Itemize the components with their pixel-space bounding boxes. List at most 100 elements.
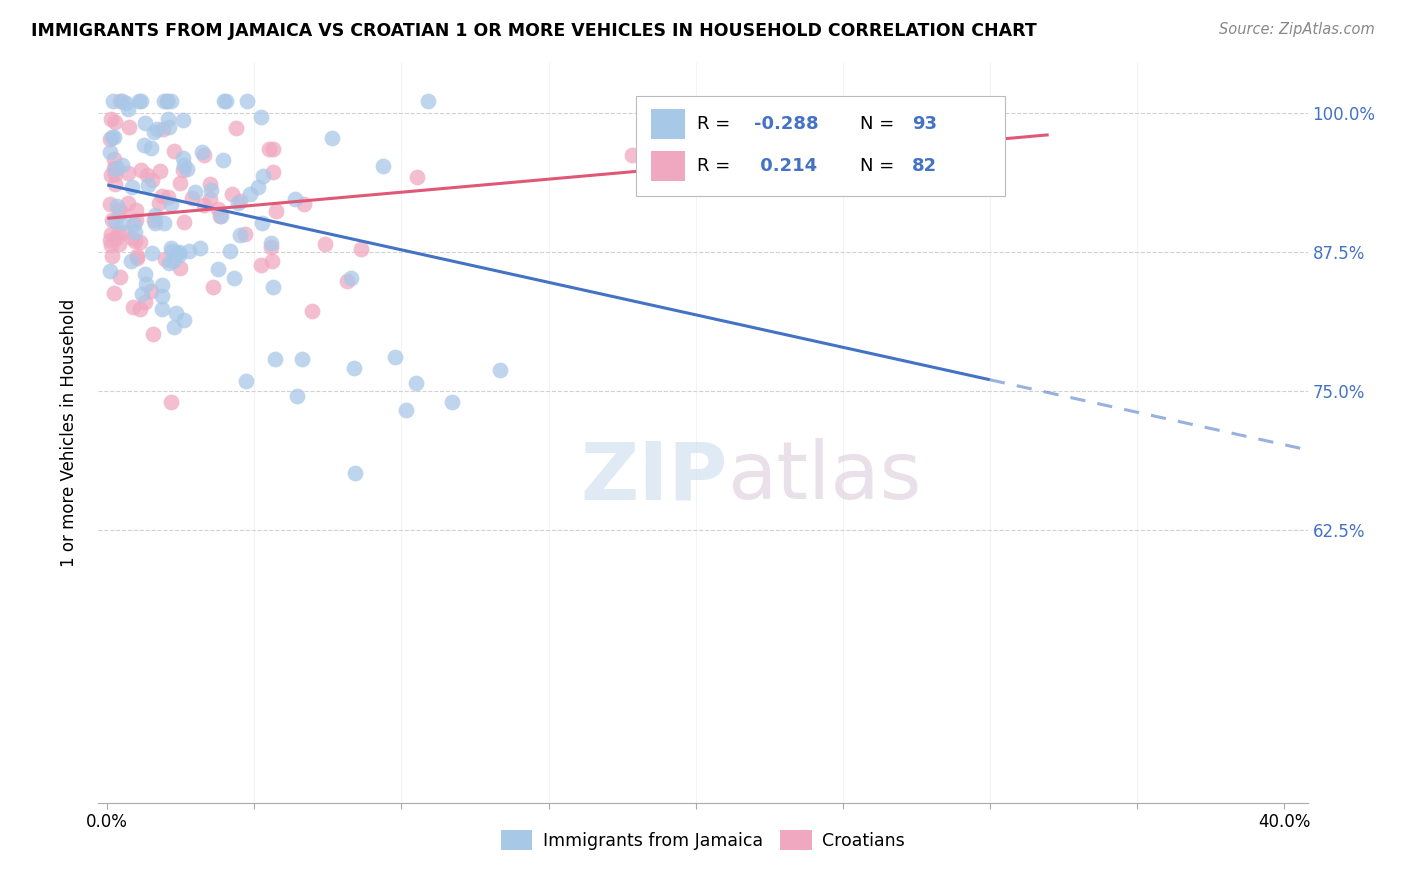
Point	[150, 189, 173, 203]
Point	[179, 244, 201, 258]
Point	[172, 112, 194, 127]
Point	[108, 236, 131, 251]
Point	[100, 129, 122, 144]
Point	[150, 289, 173, 303]
Point	[441, 395, 464, 409]
Point	[124, 225, 146, 239]
Point	[160, 197, 183, 211]
Text: 82: 82	[912, 157, 938, 175]
Point	[188, 241, 211, 255]
Point	[128, 95, 150, 109]
FancyBboxPatch shape	[651, 152, 685, 181]
Point	[131, 287, 153, 301]
Point	[219, 244, 242, 258]
Point	[233, 227, 256, 241]
Point	[152, 277, 174, 292]
Point	[143, 208, 166, 222]
Point	[163, 144, 186, 158]
Point	[285, 389, 308, 403]
Point	[292, 196, 315, 211]
Point	[121, 231, 143, 245]
Point	[239, 187, 262, 202]
Point	[132, 137, 155, 152]
Point	[314, 237, 336, 252]
Point	[193, 198, 215, 212]
Point	[190, 145, 212, 159]
Point	[125, 249, 148, 263]
Point	[111, 158, 134, 172]
Point	[202, 279, 225, 293]
Point	[104, 162, 127, 177]
Point	[173, 158, 195, 172]
Point	[173, 312, 195, 326]
Point	[117, 166, 139, 180]
Point	[98, 197, 121, 211]
Point	[134, 294, 156, 309]
Point	[100, 168, 122, 182]
Point	[212, 153, 235, 167]
Point	[159, 95, 181, 109]
Point	[139, 284, 162, 298]
Point	[250, 258, 273, 272]
Point	[111, 216, 134, 230]
Point	[125, 212, 148, 227]
Point	[152, 122, 174, 136]
Point	[145, 122, 167, 136]
Point	[117, 196, 139, 211]
Point	[167, 248, 190, 262]
Point	[214, 95, 236, 109]
Point	[160, 244, 183, 258]
Legend: Immigrants from Jamaica, Croatians: Immigrants from Jamaica, Croatians	[495, 823, 911, 857]
Point	[156, 95, 179, 109]
Point	[100, 227, 122, 241]
Point	[141, 246, 163, 260]
Text: N =: N =	[860, 157, 900, 175]
Point	[172, 151, 194, 165]
Text: Source: ZipAtlas.com: Source: ZipAtlas.com	[1219, 22, 1375, 37]
Point	[257, 143, 280, 157]
Point	[108, 203, 131, 218]
Point	[104, 213, 127, 227]
Point	[406, 169, 429, 184]
Point	[173, 215, 195, 229]
Point	[120, 254, 142, 268]
Point	[229, 194, 252, 208]
Point	[235, 374, 257, 388]
Point	[98, 145, 121, 159]
Point	[262, 253, 284, 268]
Text: ZIP: ZIP	[579, 438, 727, 516]
Point	[134, 116, 156, 130]
Point	[343, 466, 366, 480]
Point	[260, 240, 283, 254]
Point	[139, 141, 162, 155]
Point	[165, 306, 187, 320]
Point	[181, 191, 204, 205]
Point	[405, 376, 427, 391]
Point	[128, 301, 150, 316]
Point	[107, 226, 129, 240]
Point	[193, 148, 215, 162]
Point	[105, 161, 128, 176]
Point	[104, 177, 127, 191]
Point	[117, 102, 139, 116]
Point	[621, 148, 644, 162]
Y-axis label: 1 or more Vehicles in Household: 1 or more Vehicles in Household	[59, 299, 77, 566]
Point	[160, 394, 183, 409]
Point	[228, 228, 250, 243]
Point	[103, 152, 125, 166]
Point	[163, 319, 186, 334]
Point	[143, 125, 166, 139]
Point	[103, 161, 125, 175]
Point	[350, 242, 373, 256]
Point	[98, 264, 121, 278]
Point	[153, 252, 176, 266]
Point	[103, 286, 125, 301]
Point	[110, 204, 132, 219]
Point	[246, 180, 269, 194]
Point	[301, 304, 323, 318]
Point	[249, 110, 271, 124]
Point	[371, 159, 394, 173]
Point	[100, 132, 122, 146]
Point	[252, 216, 274, 230]
Point	[101, 95, 124, 109]
